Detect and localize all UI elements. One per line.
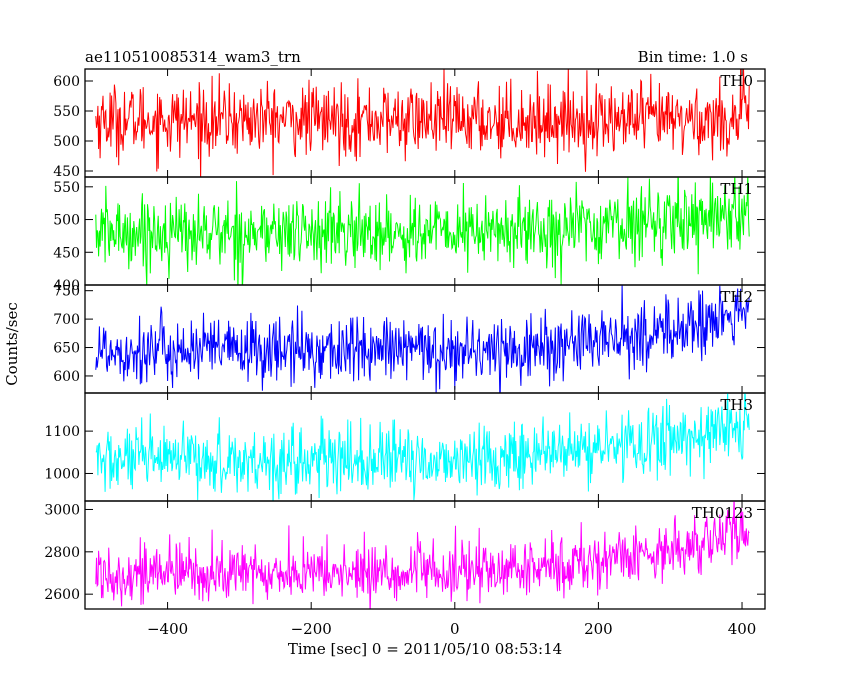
trace-th3 (95, 393, 750, 501)
y-tick-label: 500 (53, 213, 80, 229)
y-axis-label: Counts/sec (3, 302, 21, 386)
channel-label-th0123: TH0123 (692, 504, 753, 522)
y-tick-label: 650 (53, 341, 80, 357)
y-tick-label: 700 (53, 312, 80, 328)
x-tick-label: 0 (450, 620, 460, 638)
y-tick-label: 600 (53, 369, 80, 385)
y-tick-label: 450 (53, 164, 80, 180)
x-tick-label: 200 (584, 620, 613, 638)
channel-label-th3: TH3 (720, 396, 753, 414)
x-tick-label: 400 (728, 620, 757, 638)
y-tick-label: 550 (53, 180, 80, 196)
channel-label-th1: TH1 (720, 180, 753, 198)
x-tick-label: −400 (147, 620, 188, 638)
trace-th2 (95, 285, 750, 393)
panel-stack: 450 500 550 600 TH0 400 450 500 550 TH1 600 650 700 7… (44, 68, 766, 610)
y-tick-label: 450 (53, 245, 80, 261)
x-axis: −400 −200 0 200 400 (147, 620, 756, 638)
panel-th1: 400 450 500 550 TH1 (53, 176, 766, 294)
panel-th2: 600 650 700 750 TH2 (53, 284, 766, 394)
y-tick-label: 3000 (44, 502, 80, 518)
y-tick-label: 1100 (44, 424, 80, 440)
panel-th3: 1000 1100 TH3 (44, 392, 766, 502)
channel-label-th2: TH2 (720, 288, 753, 306)
panel-frame (84, 500, 766, 610)
y-tick-label: 750 (53, 284, 80, 300)
trace-th0 (95, 69, 750, 177)
y-tick-label: 2800 (44, 545, 80, 561)
bin-time-label: Bin time: 1.0 s (638, 48, 748, 66)
trace-th1 (95, 177, 750, 285)
y-tick-label: 600 (53, 74, 80, 90)
panel-th0: 450 500 550 600 TH0 (53, 68, 766, 180)
panel-th0123: 2600 2800 3000 TH0123 (44, 500, 766, 610)
trace-th0123 (95, 501, 750, 609)
x-tick-label: −200 (291, 620, 332, 638)
y-tick-label: 2600 (44, 587, 80, 603)
y-tick-label: 1000 (44, 466, 80, 482)
y-tick-label: 400 (53, 278, 80, 294)
x-axis-label: Time [sec] 0 = 2011/05/10 08:53:14 (288, 640, 562, 658)
channel-label-th0: TH0 (720, 72, 753, 90)
y-tick-label: 500 (53, 134, 80, 150)
chart-title: ae110510085314_wam3_trn (85, 48, 301, 66)
y-tick-label: 550 (53, 104, 80, 120)
